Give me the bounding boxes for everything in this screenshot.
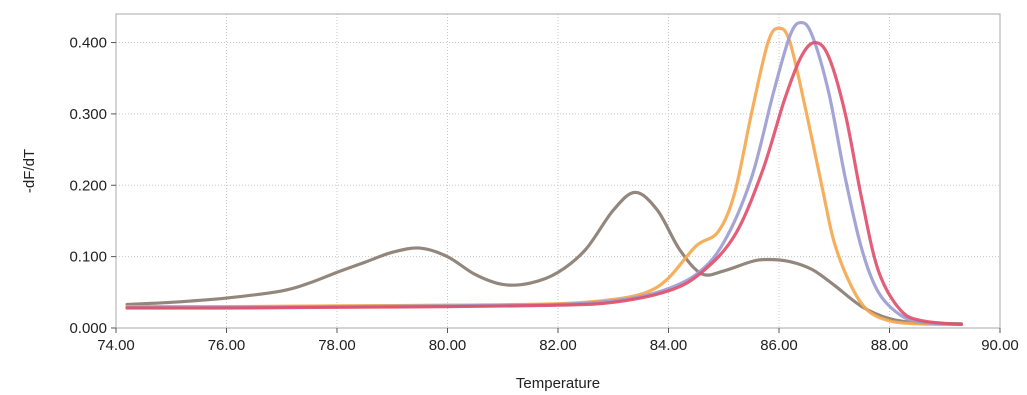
x-tick-label: 84.00	[650, 337, 688, 354]
series-line-4	[125, 40, 963, 327]
grid-lines	[116, 14, 1000, 328]
x-axis-label: Temperature	[516, 375, 600, 392]
y-tick-label: 0.200	[69, 177, 107, 194]
x-tick-label: 74.00	[97, 337, 135, 354]
series-lines	[125, 20, 963, 327]
y-tick-label: 0.300	[69, 106, 107, 123]
y-tick-label: 0.400	[69, 35, 107, 52]
y-axis-ticks: 0.000 0.100 0.200 0.300 0.400	[69, 35, 116, 337]
x-tick-label: 82.00	[539, 337, 577, 354]
x-tick-label: 80.00	[429, 337, 467, 354]
x-tick-label: 78.00	[318, 337, 356, 354]
series-line-1	[125, 190, 963, 326]
x-tick-label: 86.00	[760, 337, 798, 354]
y-axis-label: -dF/dT	[21, 149, 38, 193]
y-tick-label: 0.100	[69, 249, 107, 266]
x-axis-ticks: 74.00 76.00 78.00 80.00 82.00 84.00 86.00 88.00…	[97, 328, 1019, 354]
y-tick-label: 0.000	[69, 320, 107, 337]
x-tick-label: 88.00	[871, 337, 909, 354]
x-tick-label: 76.00	[208, 337, 246, 354]
x-tick-label: 90.00	[981, 337, 1019, 354]
